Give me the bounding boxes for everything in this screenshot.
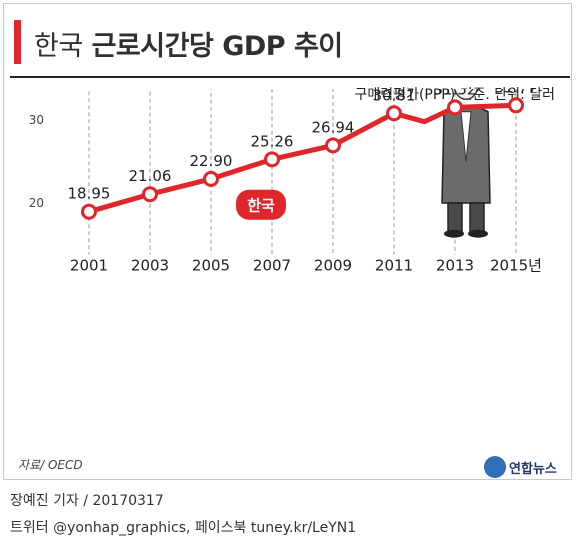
series-layer: 39.3740.9942.5643.8843.9745.3845.9446.53… <box>68 89 538 220</box>
data-label: 21.06 <box>129 167 172 185</box>
social-links: 트위터 @yonhap_graphics, 페이스북 tuney.kr/LeYN… <box>10 520 357 536</box>
yonhap-logo-icon <box>484 456 506 478</box>
y-tick-label: 30 <box>29 113 44 127</box>
x-axis: 2001 2003 2005 2007 2009 2011 2013 2015년 <box>70 257 542 275</box>
data-point <box>386 105 402 122</box>
data-label: 31.77 <box>495 89 538 96</box>
data-point <box>81 203 97 220</box>
data-point <box>264 151 280 168</box>
chart-title: 한국 근로시간당 GDP 추이 <box>34 24 343 63</box>
data-label: 22.90 <box>190 152 233 170</box>
person-head <box>453 89 479 101</box>
chart-title-light: 한국 <box>34 31 83 62</box>
y-tick-label: 20 <box>29 196 44 210</box>
data-label: 30.81 <box>373 89 416 104</box>
x-tick-label: 2015년 <box>490 257 542 275</box>
x-tick-label: 2013 <box>436 257 474 275</box>
person-shoe-left <box>444 229 464 238</box>
legend-korea-label: 한국 <box>247 197 275 215</box>
x-tick-label: 2003 <box>131 257 169 275</box>
title-underline <box>10 76 570 78</box>
legend-korea-bg <box>236 189 286 220</box>
data-label: 25.26 <box>251 132 294 150</box>
x-tick-label: 2011 <box>375 257 413 275</box>
person-shoe-right <box>468 229 488 238</box>
x-tick-label: 2007 <box>253 257 291 275</box>
x-tick-label: 2005 <box>192 257 230 275</box>
person-leg-right <box>469 202 485 233</box>
chart-title-bold: 근로시간당 GDP 추이 <box>91 31 344 62</box>
data-point <box>325 137 341 154</box>
legend-korea-badge: 한국 <box>236 189 286 220</box>
byline: 장예진 기자 / 20170317 <box>10 493 164 509</box>
line-chart: 20304050 39.3740.9942.5643.8843.9745.384… <box>29 89 542 275</box>
person-leg-left <box>447 202 463 233</box>
data-label: 26.94 <box>312 118 355 136</box>
data-point <box>142 186 158 203</box>
data-point <box>508 97 524 114</box>
yonhap-logo-text: 연합뉴스 <box>509 462 557 477</box>
person-shirt <box>460 111 472 162</box>
businessman-illustration <box>441 89 491 238</box>
infographic-frame: 한국 근로시간당 GDP 추이 구매력평가(PPP) 기준. 단위: 달러 20… <box>3 3 572 480</box>
source-note: 자료/ OECD <box>18 458 83 472</box>
x-tick-label: 2009 <box>314 257 352 275</box>
y-axis: 20304050 <box>29 113 44 210</box>
x-tick-label: 2001 <box>70 257 108 275</box>
data-label: 18.95 <box>68 185 111 203</box>
title-accent-bar <box>14 20 21 64</box>
data-point <box>447 99 463 116</box>
series-korea: 18.95 21.06 22.90 25.26 26.94 30.81 31.52 31.77 <box>68 89 538 220</box>
data-point <box>203 170 219 187</box>
data-label: 31.52 <box>434 89 477 98</box>
